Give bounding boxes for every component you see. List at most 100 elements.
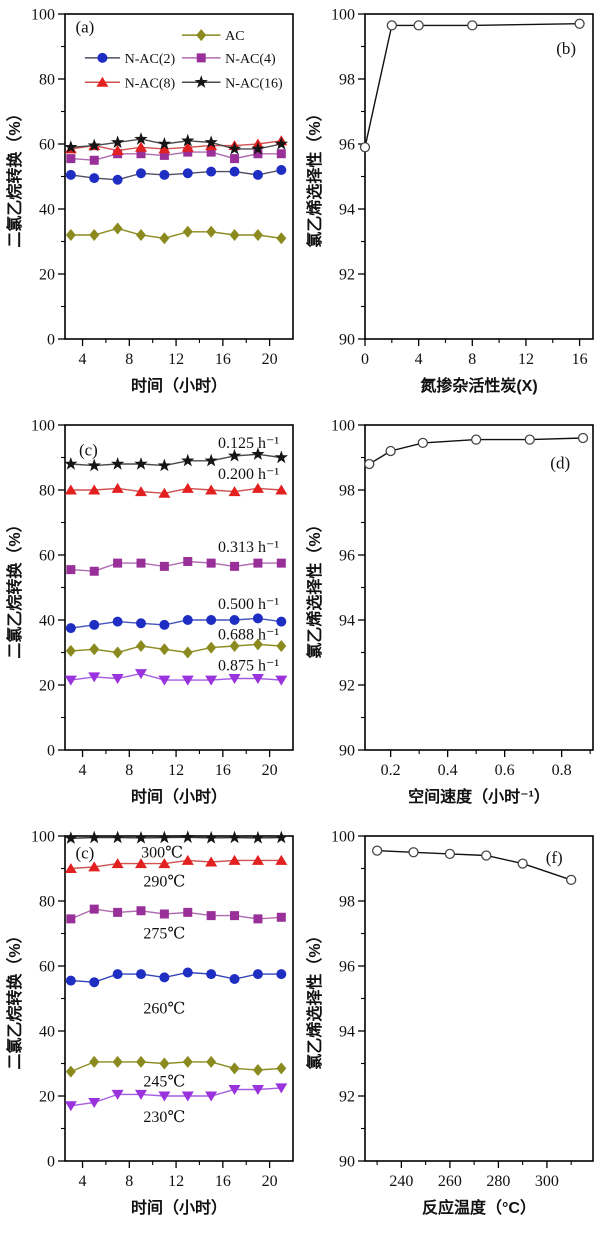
chart-panel-d: 0.2 0.4 0.6 0.8 90 92 94 96 98 100 空间速度（小时⁻¹） 氯乙烯选择… [305,418,594,806]
series-N-AC(4) [66,147,286,165]
y-tick-label: 94 [339,202,355,219]
y-tick-label: 0 [47,1154,55,1171]
annotation: 245℃ [143,1073,185,1090]
y-axis-label: 二氯乙烷转换（%） [5,927,24,1069]
x-tick-label: 12 [518,351,534,368]
legend-item: N-AC(4) [181,52,276,67]
x-tick-label: 0.8 [552,762,572,779]
y-tick-label: 80 [39,72,55,89]
y-tick-label: 90 [339,332,355,349]
panel-label: (b) [556,39,576,58]
y-tick-label: 60 [39,137,55,154]
annotation: 290℃ [143,874,185,891]
x-tick-label: 280 [486,1173,510,1190]
legend-item: AC [181,29,245,44]
series-selectivity [359,18,585,153]
x-axis-label: 时间（小时） [131,1198,227,1217]
series-0.500 h-1 [65,613,287,634]
y-axis-label: 氯乙烯选择性（%） [305,105,324,247]
axes: 4 8 12 16 20 0 20 40 60 80 100 [31,829,294,1190]
y-tick-label: 40 [39,613,55,630]
x-tick-label: 8 [468,351,476,368]
y-tick-label: 100 [331,829,355,846]
x-tick-label: 16 [215,1173,231,1190]
y-tick-label: 92 [339,678,355,695]
y-tick-label: 92 [339,1089,355,1106]
x-tick-label: 8 [125,1173,133,1190]
x-axis-label: 时间（小时） [131,787,227,806]
y-tick-label: 40 [39,1024,55,1041]
x-tick-label: 4 [79,1173,87,1190]
axes: 240 260 280 300 90 92 94 96 98 100 [331,829,594,1190]
x-tick-label: 8 [125,762,133,779]
series-260C [65,967,287,988]
series-N-AC(16) [64,132,288,155]
x-tick-label: 0 [361,351,369,368]
x-tick-label: 260 [438,1173,462,1190]
y-tick-label: 20 [39,678,55,695]
x-tick-label: 0.4 [438,762,458,779]
y-tick-label: 100 [31,7,55,24]
x-tick-label: 4 [79,351,87,368]
annotation: 0.313 h⁻¹ [218,539,279,556]
y-tick-label: 0 [47,743,55,760]
x-tick-label: 4 [79,762,87,779]
y-tick-label: 100 [331,7,355,24]
legend-label: N-AC(16) [225,76,283,91]
series-0.313 h-1 [66,557,286,576]
panel-label: (c) [79,440,98,459]
series-0.200 h-1 [64,482,288,498]
y-tick-label: 98 [339,894,355,911]
series-290C [64,854,288,873]
y-tick-label: 96 [339,548,355,565]
x-tick-label: 12 [168,762,184,779]
y-tick-label: 100 [31,418,55,435]
annotation: 0.688 h⁻¹ [218,627,279,644]
chart-panel-e: 4 8 12 16 20 0 20 40 60 80 100 时间（小时） 二氯乙烷转换（%） 300℃ 2… [5,829,294,1217]
x-axis-label: 氮掺杂活性炭(X) [420,376,537,395]
x-tick-label: 20 [262,762,278,779]
y-tick-label: 92 [339,267,355,284]
y-tick-label: 96 [339,137,355,154]
x-tick-label: 8 [125,351,133,368]
legend-label: N-AC(4) [225,52,276,67]
y-tick-label: 90 [339,1154,355,1171]
panel-label: (d) [550,453,570,472]
y-tick-label: 100 [331,418,355,435]
annotation: 0.200 h⁻¹ [218,466,279,483]
annotation: 230℃ [143,1109,185,1126]
y-tick-label: 100 [31,829,55,846]
x-tick-label: 300 [535,1173,559,1190]
annotation: 300℃ [141,844,183,861]
series-245C [65,1055,287,1078]
panel-label: (a) [75,17,94,36]
x-tick-label: 12 [168,351,184,368]
x-tick-label: 20 [262,1173,278,1190]
x-tick-label: 20 [262,351,278,368]
x-axis-label: 空间速度（小时⁻¹） [408,787,550,806]
panel-label: (c) [75,843,94,862]
series-0.875 h-1 [64,669,288,686]
y-tick-label: 98 [339,72,355,89]
legend-item: N-AC(16) [181,75,283,91]
x-tick-label: 0.6 [495,762,515,779]
series-selectivity [371,845,577,886]
annotation: 0.125 h⁻¹ [218,435,279,452]
y-tick-label: 80 [39,894,55,911]
axes: 4 8 12 16 20 0 20 40 60 80 100 [31,418,294,779]
x-tick-label: 16 [572,351,588,368]
legend-label: AC [225,29,244,44]
series-230C [64,1083,288,1112]
y-axis-label: 二氯乙烷转换（%） [5,105,24,247]
x-tick-label: 12 [168,1173,184,1190]
panel-label: (f) [546,848,563,867]
annotation: 260℃ [143,1000,185,1017]
y-tick-label: 60 [39,548,55,565]
legend-label: N-AC(2) [125,52,176,67]
series-0.125 h-1 [64,447,288,472]
y-tick-label: 94 [339,613,355,630]
y-tick-label: 94 [339,1024,355,1041]
axes: 4 8 12 16 20 0 20 40 60 80 100 [31,7,294,368]
legend-label: N-AC(8) [125,76,176,91]
